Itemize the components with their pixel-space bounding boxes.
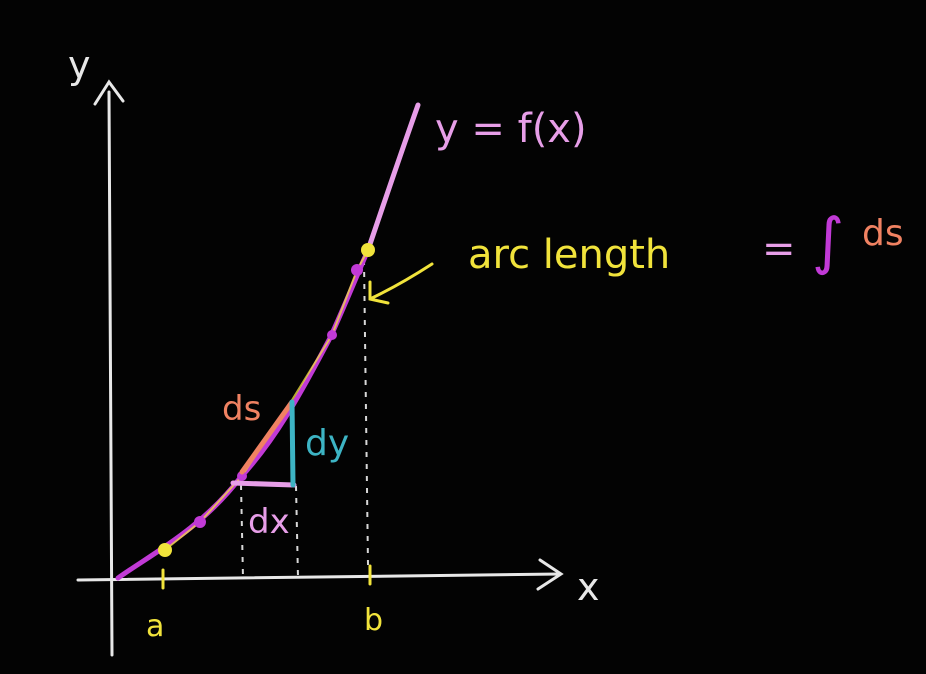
dx-label: dx xyxy=(248,502,290,542)
arrow-left-down-icon xyxy=(368,262,434,305)
curve-highlight xyxy=(365,102,421,253)
x-ticks xyxy=(161,564,372,590)
x-axis-line xyxy=(76,572,562,582)
segment-point xyxy=(327,330,337,340)
segment-points xyxy=(194,264,363,528)
dy-segment xyxy=(289,399,296,488)
guide-lines xyxy=(240,259,369,579)
dx-segment xyxy=(230,480,297,488)
y-axis-arrow-icon xyxy=(93,79,125,106)
x-axis-label: x xyxy=(577,565,600,609)
arc-length-label: arc length xyxy=(468,232,670,278)
curve-label: y = f(x) xyxy=(435,106,587,152)
integral-ds-label: ds xyxy=(862,213,904,254)
guide-dx-left xyxy=(240,484,244,579)
ds-segment xyxy=(239,399,295,475)
integral-sign: ∫ xyxy=(812,204,844,277)
segment-point xyxy=(237,471,247,481)
endpoints xyxy=(158,243,375,557)
guide-b xyxy=(363,259,369,566)
ds-label: ds xyxy=(222,389,261,429)
differential-triangle xyxy=(230,399,297,488)
equals-sign: = xyxy=(762,226,796,272)
tick-label-a: a xyxy=(146,609,164,644)
axes xyxy=(76,79,564,657)
endpoint-a xyxy=(158,543,172,557)
y-axis-line xyxy=(107,90,114,657)
tick-label-b: b xyxy=(364,603,383,638)
dy-label: dy xyxy=(305,423,349,464)
curve-line xyxy=(115,247,371,581)
guide-dx-right xyxy=(295,485,299,579)
y-axis-label: y xyxy=(68,43,91,87)
endpoint-b xyxy=(361,243,375,257)
x-axis-arrow-icon xyxy=(536,558,564,591)
segment-point xyxy=(351,264,363,276)
segment-point xyxy=(194,516,206,528)
